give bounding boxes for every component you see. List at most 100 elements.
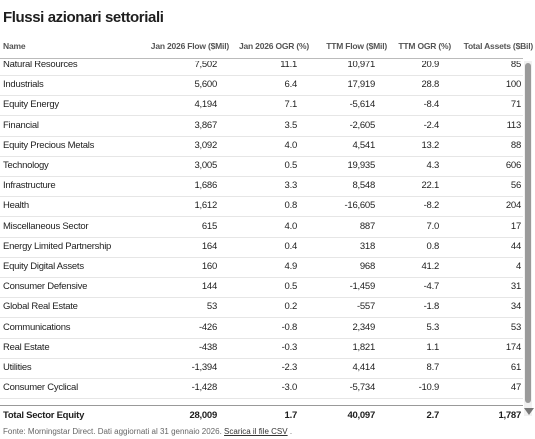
value-cell: -8.2 — [423, 200, 440, 212]
sector-name: Health — [3, 200, 29, 212]
title: Flussi azionari settoriali — [3, 9, 164, 26]
scrollbar-thumb[interactable] — [525, 63, 531, 403]
value-cell: 2,349 — [352, 321, 375, 333]
scroll-down-arrow[interactable] — [524, 408, 534, 416]
table-row: Miscellaneous Sector 615 4.0 887 7.0 17 — [0, 217, 523, 238]
value-cell: 113 — [506, 119, 522, 131]
value-cell: -4.7 — [423, 281, 440, 293]
value-cell: 1.1 — [426, 341, 440, 353]
value-cell: 88 — [510, 139, 521, 151]
value-cell: 3.3 — [284, 180, 298, 192]
total-label: Total Sector Equity — [3, 410, 85, 421]
value-cell: 3,092 — [194, 139, 217, 151]
sector-name: Equity Precious Metals — [3, 139, 95, 151]
value-cell: 164 — [201, 240, 217, 252]
column-header: Name — [3, 41, 26, 51]
table-row: Equity Precious Metals 3,092 4.0 4,541 13.2 8… — [0, 136, 523, 157]
sector-name: Financial — [3, 119, 39, 131]
sector-name: Natural Resources — [3, 61, 78, 70]
sector-name: Miscellaneous Sector — [3, 220, 89, 232]
value-cell: 4.0 — [284, 139, 298, 151]
value-cell: -5,734 — [349, 382, 376, 394]
value-cell: 4,194 — [194, 99, 217, 111]
sector-name: Equity Energy — [3, 99, 59, 111]
table-row: Industrials 5,600 6.4 17,919 28.8 100 — [0, 75, 523, 97]
value-cell: -10.9 — [418, 382, 440, 394]
value-cell: 17 — [510, 220, 521, 232]
value-cell: 13.2 — [421, 139, 440, 151]
table-row: Communications -426 -0.8 2,349 5.3 53 — [0, 318, 523, 339]
value-cell: 3,005 — [194, 160, 217, 171]
sector-name: Global Real Estate — [3, 301, 78, 313]
value-cell: 318 — [359, 240, 375, 252]
value-cell: -438 — [198, 341, 217, 353]
sector-name: Industrials — [3, 79, 44, 91]
value-cell: 144 — [201, 281, 217, 293]
value-cell: 0.8 — [284, 200, 298, 212]
value-cell: 61 — [510, 362, 521, 373]
sector-name: Communications — [3, 321, 71, 333]
value-cell: 4.0 — [284, 220, 298, 232]
value-cell: 10,971 — [347, 61, 375, 70]
column-header: Jan 2026 OGR (%) — [238, 41, 309, 51]
table-row: Global Real Estate 53 0.2 -557 -1.8 34 — [0, 297, 523, 319]
value-cell: 1,612 — [194, 200, 217, 212]
value-cell: 174 — [505, 341, 521, 353]
value-cell: -2,605 — [349, 119, 376, 131]
table-row: Consumer Cyclical -1,428 -3.0 -5,734 -10.9 47 — [0, 378, 523, 400]
table-row: Infrastructure 1,686 3.3 8,548 22.1 56 — [0, 176, 523, 198]
value-cell: 53 — [206, 301, 217, 313]
table-row: Consumer Defensive 144 0.5 -1,459 -4.7 31 — [0, 277, 523, 299]
value-cell: 7,502 — [194, 61, 217, 70]
value-cell: 44 — [510, 240, 521, 252]
value-cell: -426 — [198, 321, 217, 333]
footer: Fonte: Morningstar Direct. Dati aggiorna… — [3, 427, 292, 436]
table-row: Utilities -1,394 -2.3 4,414 8.7 61 — [0, 358, 523, 379]
value-cell: 204 — [505, 200, 521, 212]
sector-name: Consumer Defensive — [3, 281, 88, 293]
value-cell: 20.9 — [421, 61, 440, 70]
value-cell: 5.3 — [426, 321, 440, 333]
value-cell: 0.5 — [284, 281, 298, 293]
table-row: Equity Energy 4,194 7.1 -5,614 -8.4 71 — [0, 95, 523, 117]
value-cell: -0.8 — [281, 321, 298, 333]
value-cell: 8,548 — [352, 180, 375, 192]
value-cell: 5,600 — [194, 79, 217, 91]
value-cell: -1,394 — [191, 362, 218, 373]
value-cell: 28.8 — [421, 79, 440, 91]
sector-name: Consumer Cyclical — [3, 382, 78, 394]
value-cell: 100 — [505, 79, 521, 91]
source-note: Fonte: Morningstar Direct. Dati aggiorna… — [3, 427, 222, 436]
value-cell: -16,605 — [344, 200, 376, 212]
value-cell: 31 — [510, 281, 521, 293]
column-header: Total Assets ($Bil) — [463, 41, 534, 51]
value-cell: 1,686 — [194, 180, 217, 192]
value-cell: 53 — [510, 321, 521, 333]
value-cell: -0.3 — [281, 341, 298, 353]
value-cell: -2.4 — [423, 119, 440, 131]
value-cell: 0.2 — [284, 301, 298, 313]
total-row: Total Sector Equity 28,009 1.7 40,097 2.7 1,7… — [0, 405, 523, 426]
value-cell: 17,919 — [347, 79, 375, 91]
value-cell: -1,428 — [191, 382, 218, 394]
table-row: Health 1,612 0.8 -16,605 -8.2 204 — [0, 196, 523, 218]
value-cell: 3.5 — [284, 119, 298, 131]
table-row: Natural Resources 7,502 11.1 10,971 20.9 85 — [0, 61, 523, 76]
total-value: 28,009 — [189, 410, 217, 421]
value-cell: -1.8 — [423, 301, 440, 313]
value-cell: -8.4 — [423, 99, 440, 111]
table-row: Real Estate -438 -0.3 1,821 1.1 174 — [0, 338, 523, 359]
csv-link[interactable]: Scarica il file CSV — [224, 427, 288, 436]
column-header: Jan 2026 Flow ($Mil) — [150, 41, 229, 51]
value-cell: 0.8 — [426, 240, 440, 252]
value-cell: 4,414 — [352, 362, 375, 373]
value-cell: -1,459 — [349, 281, 376, 293]
value-cell: 887 — [359, 220, 375, 232]
sector-name: Energy Limited Partnership — [3, 240, 112, 252]
header-rule — [0, 58, 523, 59]
value-cell: 0.5 — [284, 160, 298, 171]
footer-period: . — [289, 427, 293, 436]
value-cell: 11.1 — [280, 61, 297, 70]
table-row: Equity Digital Assets 160 4.9 968 41.2 4 — [0, 257, 523, 278]
